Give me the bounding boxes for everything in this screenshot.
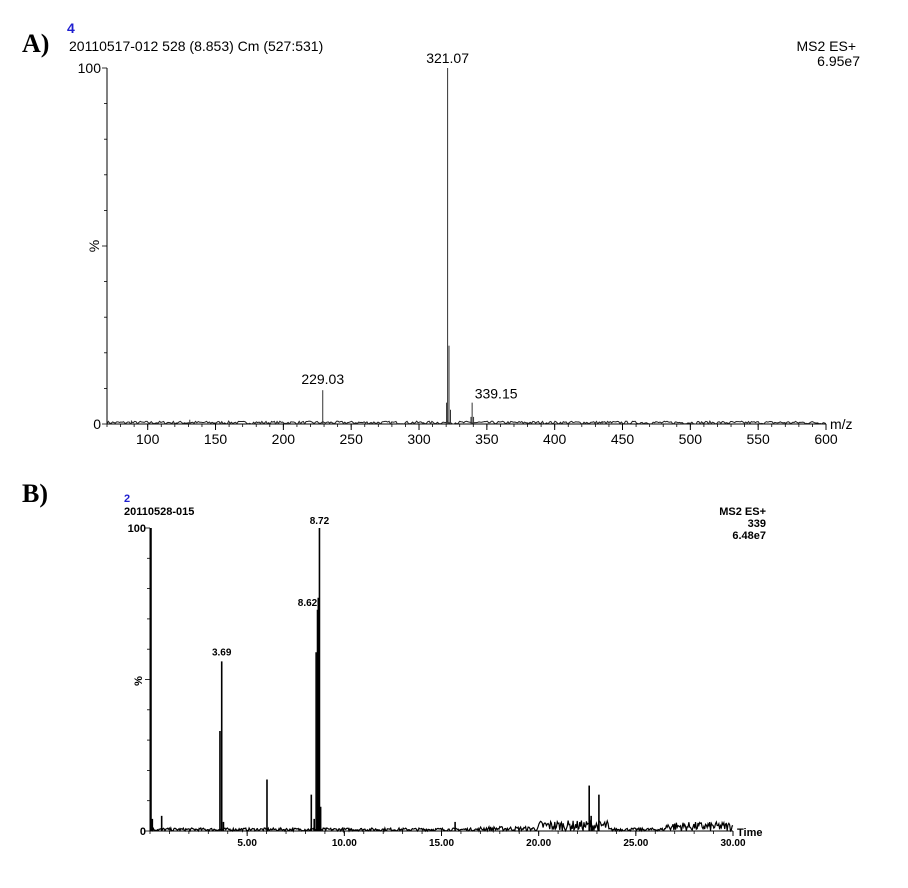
x-tick-label: 450 <box>611 431 635 447</box>
panel-a-y-tick-0: 0 <box>93 416 101 432</box>
x-tick-label: 150 <box>204 431 228 447</box>
panel-a-x-label: m/z <box>830 416 853 432</box>
panel-a-intensity: 6.95e7 <box>817 53 860 69</box>
x-tick-label: 10.00 <box>332 838 357 849</box>
x-tick-label: 25.00 <box>623 838 648 849</box>
x-tick-label: 350 <box>475 431 499 447</box>
panel-b-baseline-noise <box>149 819 734 834</box>
x-tick-label: 300 <box>407 431 431 447</box>
x-tick-label: 15.00 <box>429 838 454 849</box>
x-tick-label: 250 <box>340 431 364 447</box>
panel-b-y-tick-0: 0 <box>140 826 146 838</box>
panel-b-label: B) <box>22 479 48 508</box>
panel-a-peaks <box>130 68 603 424</box>
x-tick-label: 100 <box>136 431 160 447</box>
panel-b-x-ticks: 5.00 10.00 15.00 20.00 25.00 30.00 <box>237 831 746 849</box>
panel-a-label: A) <box>22 29 49 58</box>
peak-label: 3.69 <box>212 647 232 658</box>
panel-a-y-label: % <box>86 240 102 252</box>
peak-label: 339.15 <box>475 386 518 402</box>
panel-a-peak-labels: 321.07 229.03 339.15 <box>301 50 517 402</box>
peak-label: 8.62 <box>298 598 318 609</box>
x-tick-label: 550 <box>746 431 770 447</box>
peak-label: 229.03 <box>301 371 344 387</box>
panel-b-peak-labels: 8.72 8.62 3.69 <box>212 516 330 658</box>
x-tick-label: 500 <box>679 431 703 447</box>
panel-a-baseline-noise <box>106 420 827 426</box>
panel-b-mode: MS2 ES+ <box>719 506 766 518</box>
panel-a-y-tick-100: 100 <box>78 60 102 76</box>
peak-label: 321.07 <box>426 50 469 66</box>
panel-b-y-label: % <box>133 676 145 686</box>
panel-b-y-minor-ticks <box>145 527 150 832</box>
panel-a-y-minor-ticks <box>102 67 107 425</box>
panel-a-trace-number: 4 <box>67 20 75 36</box>
panel-a-header: 20110517-012 528 (8.853) Cm (527:531) <box>69 38 323 54</box>
panel-b-header: 20110528-015 <box>124 506 194 518</box>
panel-a-x-ticks: 100 150 200 250 300 350 400 450 500 550 600 <box>136 424 838 447</box>
panel-b-peaks <box>150 528 600 831</box>
panel-a-mode: MS2 ES+ <box>796 38 856 54</box>
x-tick-label: 400 <box>543 431 567 447</box>
x-tick-label: 30.00 <box>720 838 745 849</box>
panel-b-mass: 339 <box>748 518 766 530</box>
panel-b-y-tick-100: 100 <box>128 523 146 535</box>
x-tick-label: 20.00 <box>526 838 551 849</box>
x-tick-label: 5.00 <box>237 838 257 849</box>
panel-a: A) 4 20110517-012 528 (8.853) Cm (527:53… <box>22 20 860 447</box>
panel-b: B) 2 20110528-015 MS2 ES+ 339 6.48e7 100… <box>22 479 766 849</box>
x-tick-label: 600 <box>814 431 838 447</box>
panel-b-trace-number: 2 <box>124 493 130 505</box>
peak-label: 8.72 <box>310 516 330 527</box>
panel-b-intensity: 6.48e7 <box>732 530 766 542</box>
panel-b-x-label: Time <box>737 827 762 839</box>
x-tick-label: 200 <box>272 431 296 447</box>
